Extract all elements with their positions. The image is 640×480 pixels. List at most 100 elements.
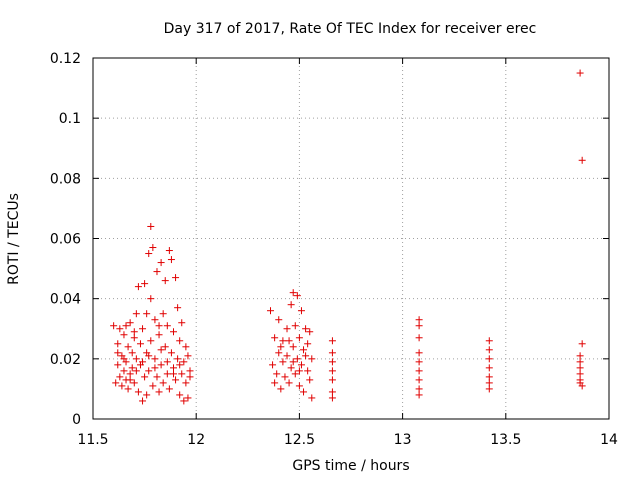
data-point xyxy=(176,361,184,369)
data-point xyxy=(291,322,299,330)
data-point xyxy=(153,268,161,276)
data-point xyxy=(415,376,423,384)
data-point xyxy=(169,364,177,372)
data-point xyxy=(283,352,291,360)
x-tick-label: 11.5 xyxy=(77,432,108,448)
data-point xyxy=(271,334,279,342)
data-point xyxy=(267,307,275,315)
x-tick-label: 12.5 xyxy=(284,432,315,448)
data-point xyxy=(139,397,147,405)
data-point xyxy=(178,319,186,327)
data-point xyxy=(308,355,316,363)
data-point xyxy=(415,385,423,393)
data-point xyxy=(176,337,184,345)
data-point xyxy=(291,370,299,378)
x-tick-label: 14 xyxy=(600,432,618,448)
data-point xyxy=(128,364,136,372)
y-tick-label: 0.1 xyxy=(59,111,81,127)
data-point xyxy=(415,316,423,324)
data-point xyxy=(485,373,493,381)
data-point xyxy=(174,304,182,312)
y-tick-label: 0.06 xyxy=(50,232,81,248)
data-point xyxy=(145,250,153,258)
data-point xyxy=(283,325,291,333)
data-point xyxy=(269,361,277,369)
data-point xyxy=(167,349,175,357)
data-point xyxy=(159,310,167,318)
data-point xyxy=(110,322,118,330)
data-point xyxy=(485,385,493,393)
data-point xyxy=(180,397,188,405)
y-tick-label: 0.12 xyxy=(50,51,81,67)
data-point xyxy=(130,334,138,342)
data-point xyxy=(149,382,157,390)
data-point xyxy=(130,328,138,336)
data-point xyxy=(328,367,336,375)
data-point xyxy=(277,385,285,393)
data-point xyxy=(126,370,134,378)
data-point xyxy=(139,358,147,366)
data-point xyxy=(157,346,165,354)
data-point xyxy=(293,355,301,363)
data-point xyxy=(300,346,308,354)
data-point xyxy=(328,337,336,345)
data-point xyxy=(578,156,586,164)
data-point xyxy=(281,373,289,381)
data-point xyxy=(134,283,142,291)
data-point xyxy=(287,301,295,309)
data-point xyxy=(161,343,169,351)
data-point xyxy=(328,394,336,402)
y-tick-label: 0.08 xyxy=(50,171,81,187)
data-point xyxy=(297,307,305,315)
data-point xyxy=(328,358,336,366)
data-point xyxy=(182,379,190,387)
data-point xyxy=(124,343,132,351)
data-point xyxy=(279,358,287,366)
data-point xyxy=(306,376,314,384)
data-point xyxy=(122,322,130,330)
y-axis-label: ROTI / TECUs xyxy=(6,193,22,285)
data-point xyxy=(151,364,159,372)
data-point xyxy=(415,358,423,366)
data-point xyxy=(163,358,171,366)
data-point xyxy=(328,376,336,384)
data-point xyxy=(328,388,336,396)
data-point xyxy=(289,343,297,351)
data-point xyxy=(415,334,423,342)
data-point xyxy=(576,352,584,360)
data-point xyxy=(271,379,279,387)
data-point xyxy=(139,325,147,333)
data-point xyxy=(167,256,175,264)
x-axis-ticks: 11.5 12 12.5 13 13.5 14 xyxy=(77,58,618,448)
data-point xyxy=(172,274,180,282)
data-point xyxy=(165,247,173,255)
data-point xyxy=(300,388,308,396)
data-point xyxy=(308,394,316,402)
data-point xyxy=(485,379,493,387)
data-point xyxy=(415,322,423,330)
data-point xyxy=(295,334,303,342)
y-tick-label: 0 xyxy=(72,412,81,428)
data-point xyxy=(120,355,128,363)
data-point xyxy=(273,370,281,378)
data-point xyxy=(172,376,180,384)
data-point xyxy=(275,349,283,357)
data-point xyxy=(155,331,163,339)
data-point xyxy=(147,295,155,303)
data-point xyxy=(578,382,586,390)
data-point xyxy=(277,343,285,351)
data-point xyxy=(485,337,493,345)
data-point xyxy=(114,349,122,357)
data-point xyxy=(155,388,163,396)
data-point xyxy=(304,367,312,375)
data-point xyxy=(114,340,122,348)
data-point xyxy=(145,367,153,375)
data-point xyxy=(180,358,188,366)
data-point xyxy=(285,337,293,345)
data-point xyxy=(169,370,177,378)
data-point xyxy=(143,391,151,399)
data-point xyxy=(576,69,584,77)
data-point xyxy=(295,367,303,375)
data-point xyxy=(157,259,165,267)
